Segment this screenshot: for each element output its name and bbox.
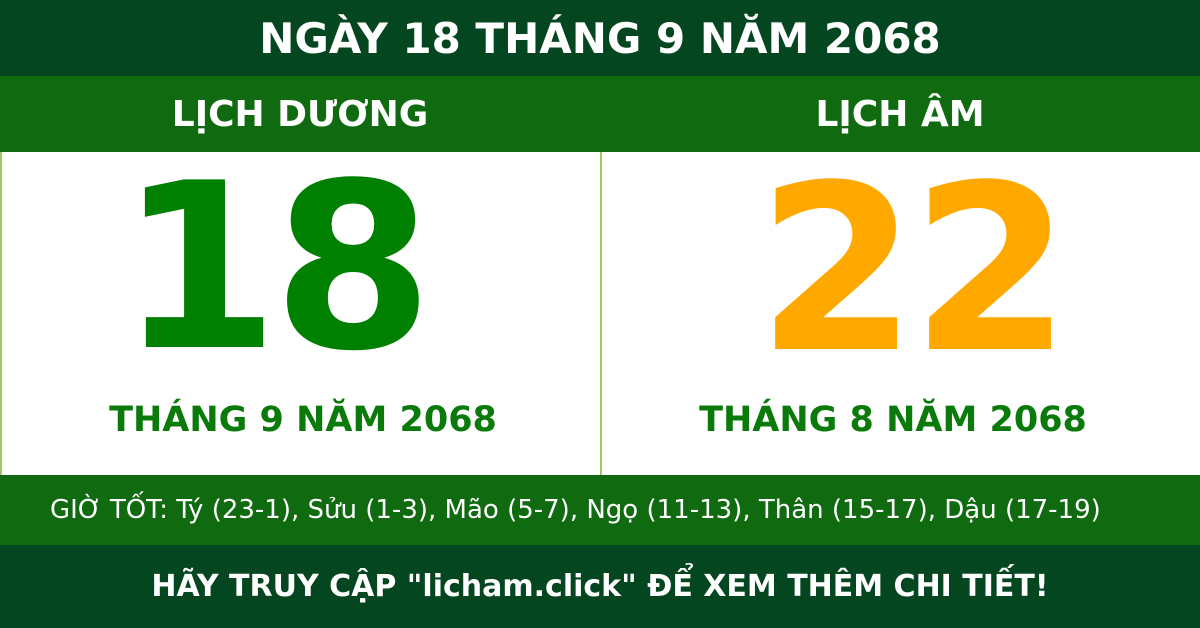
solar-day: 18 xyxy=(118,135,433,402)
good-hours: GIỜ TỐT: Tý (23-1), Sửu (1-3), Mão (5-7)… xyxy=(0,475,1200,545)
footer-cta: HÃY TRUY CẬP "licham.click" ĐỂ XEM THÊM … xyxy=(0,545,1200,628)
calendar-headers: LỊCH DƯƠNG LỊCH ÂM xyxy=(0,76,1200,152)
lunar-month-year: THÁNG 8 NĂM 2068 xyxy=(699,400,1087,440)
lunar-day: 22 xyxy=(756,137,1071,404)
lunar-heading: LỊCH ÂM xyxy=(815,93,985,135)
lunar-panel: 22 THÁNG 8 NĂM 2068 xyxy=(600,152,1200,475)
solar-heading: LỊCH DƯƠNG xyxy=(171,93,429,135)
solar-panel: 18 THÁNG 9 NĂM 2068 xyxy=(0,152,600,475)
page-title: NGÀY 18 THÁNG 9 NĂM 2068 xyxy=(0,0,1200,76)
calendar-body: 18 THÁNG 9 NĂM 2068 22 THÁNG 8 NĂM 2068 xyxy=(0,152,1200,475)
solar-month-year: THÁNG 9 NĂM 2068 xyxy=(109,400,497,440)
